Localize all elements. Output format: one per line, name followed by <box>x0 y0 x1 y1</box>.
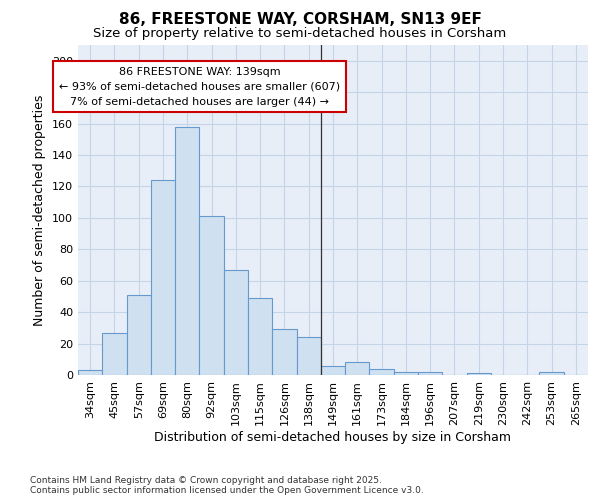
X-axis label: Distribution of semi-detached houses by size in Corsham: Distribution of semi-detached houses by … <box>155 430 511 444</box>
Bar <box>345 362 370 375</box>
Text: 86, FREESTONE WAY, CORSHAM, SN13 9EF: 86, FREESTONE WAY, CORSHAM, SN13 9EF <box>119 12 481 28</box>
Bar <box>175 126 199 375</box>
Bar <box>78 370 102 375</box>
Bar <box>224 270 248 375</box>
Bar <box>127 295 151 375</box>
Bar <box>370 368 394 375</box>
Y-axis label: Number of semi-detached properties: Number of semi-detached properties <box>34 94 46 326</box>
Bar <box>199 216 224 375</box>
Text: Size of property relative to semi-detached houses in Corsham: Size of property relative to semi-detach… <box>94 28 506 40</box>
Bar <box>394 372 418 375</box>
Bar <box>151 180 175 375</box>
Text: Contains HM Land Registry data © Crown copyright and database right 2025.
Contai: Contains HM Land Registry data © Crown c… <box>30 476 424 495</box>
Bar <box>539 372 564 375</box>
Bar <box>321 366 345 375</box>
Bar <box>102 332 127 375</box>
Bar <box>467 374 491 375</box>
Text: 86 FREESTONE WAY: 139sqm
← 93% of semi-detached houses are smaller (607)
7% of s: 86 FREESTONE WAY: 139sqm ← 93% of semi-d… <box>59 67 340 106</box>
Bar <box>296 338 321 375</box>
Bar <box>418 372 442 375</box>
Bar <box>248 298 272 375</box>
Bar <box>272 330 296 375</box>
